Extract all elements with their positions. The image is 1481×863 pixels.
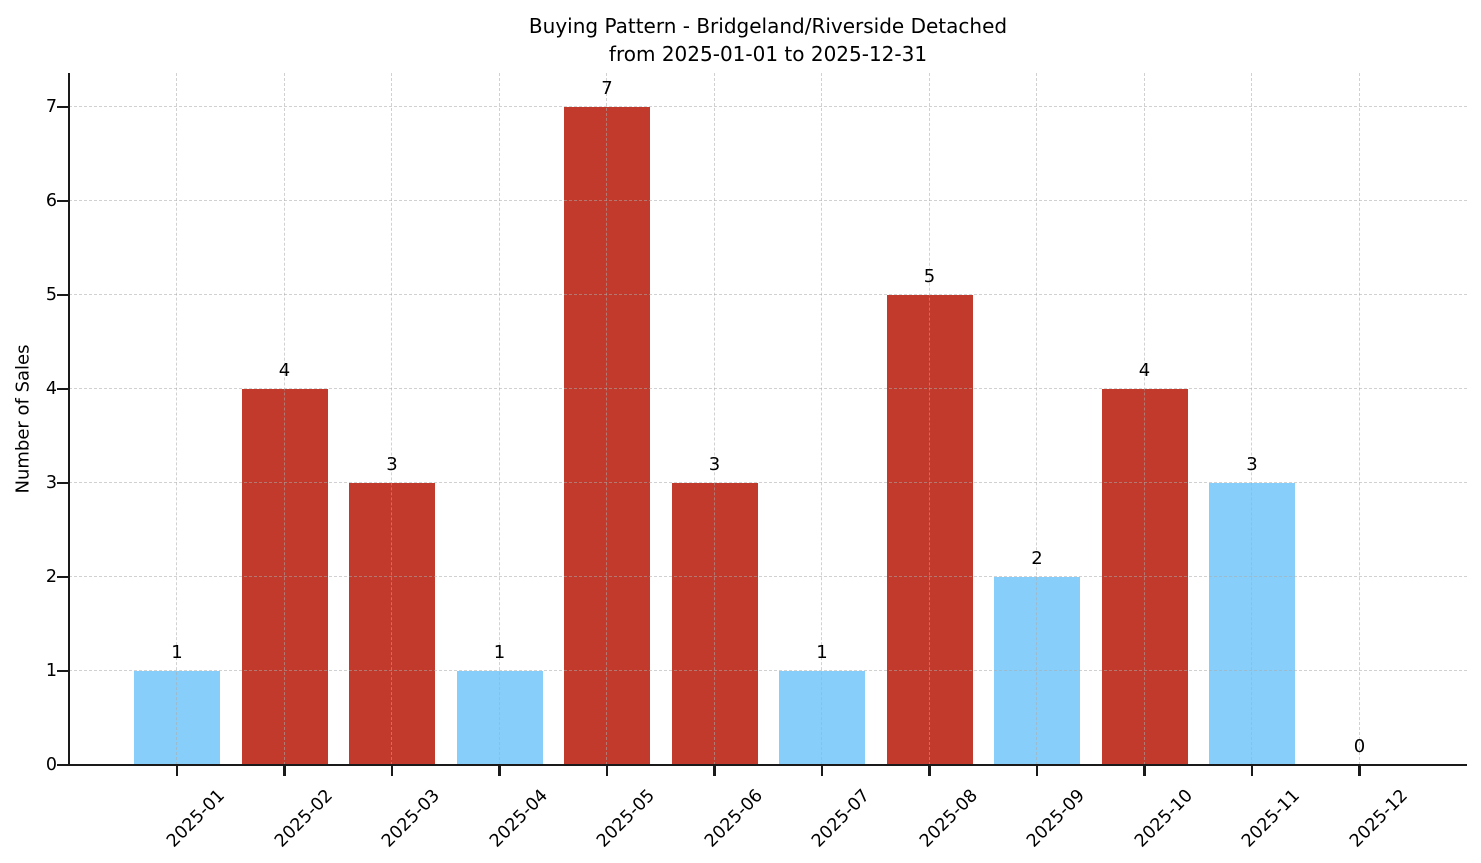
bar-2025-07: [779, 671, 865, 765]
bar-2025-09: [994, 577, 1080, 765]
bar-value-label-2025-06: 3: [708, 454, 721, 475]
x-tick-label-2025-07: 2025-07: [808, 785, 875, 852]
x-tick-2025-11: [1250, 765, 1254, 776]
v-gridline-2025-12: [1358, 73, 1360, 765]
bar-value-label-2025-08: 5: [923, 266, 936, 287]
y-tick-2: [57, 575, 68, 579]
x-tick-2025-05: [605, 765, 609, 776]
x-tick-2025-07: [820, 765, 824, 776]
bar-2025-10: [1101, 389, 1188, 765]
bar-2025-01: [134, 671, 220, 765]
h-gridline-5: [69, 294, 1467, 296]
chart-title-line2: from 2025-01-01 to 2025-12-31: [608, 42, 928, 66]
x-tick-label-2025-02: 2025-02: [270, 785, 337, 852]
x-tick-2025-06: [713, 765, 716, 776]
bar-value-label-2025-07: 1: [816, 642, 828, 663]
y-tick-4: [57, 387, 68, 391]
bar-2025-08: [886, 295, 973, 765]
bar-value-label-2025-01: 1: [171, 642, 183, 663]
bar-value-label-2025-11: 3: [1246, 454, 1258, 475]
h-gridline-7: [69, 106, 1467, 108]
bar-2025-04: [456, 671, 543, 765]
x-tick-label-2025-04: 2025-04: [485, 785, 552, 852]
y-tick-0: [57, 763, 68, 767]
y-tick-5: [57, 293, 68, 297]
bar-value-label-2025-09: 2: [1031, 548, 1043, 569]
y-tick-label-1: 1: [45, 661, 57, 681]
x-tick-2025-10: [1143, 765, 1146, 776]
x-tick-label-2025-06: 2025-06: [700, 785, 767, 852]
x-tick-label-2025-09: 2025-09: [1023, 785, 1090, 852]
bar-value-label-2025-10: 4: [1138, 360, 1151, 381]
x-tick-2025-12: [1358, 765, 1361, 776]
y-tick-label-5: 5: [45, 285, 57, 305]
y-tick-label-0: 0: [45, 755, 57, 775]
x-tick-2025-01: [175, 765, 179, 776]
x-tick-2025-02: [283, 765, 286, 776]
bar-value-label-2025-05: 7: [601, 78, 613, 99]
bar-2025-05: [564, 107, 650, 765]
bar-value-label-2025-03: 3: [386, 454, 398, 475]
x-tick-2025-04: [498, 765, 501, 776]
x-tick-label-2025-01: 2025-01: [163, 785, 230, 852]
y-tick-label-7: 7: [45, 97, 57, 117]
bar-value-label-2025-04: 1: [493, 642, 506, 663]
y-tick-label-3: 3: [45, 473, 57, 493]
x-tick-label-2025-05: 2025-05: [593, 785, 660, 852]
h-gridline-6: [69, 200, 1467, 202]
x-tick-2025-03: [390, 765, 394, 776]
x-tick-2025-08: [928, 765, 931, 776]
bar-value-label-2025-02: 4: [278, 360, 291, 381]
plot-area: 0 1 2 3 4 5 6 7 2025-01 2025-02 2025-03 2025-04 2025…: [46, 73, 1467, 852]
y-axis-label: Number of Sales: [12, 344, 34, 494]
chart-title: Buying Pattern - Bridgeland/Riverside De…: [69, 12, 1467, 68]
x-tick-2025-09: [1035, 765, 1039, 776]
y-tick-1: [57, 669, 68, 673]
x-axis-spine: [67, 763, 1467, 767]
bar-2025-03: [349, 483, 435, 765]
x-tick-label-2025-03: 2025-03: [378, 785, 445, 852]
y-tick-7: [57, 105, 68, 109]
bar-2025-11: [1209, 483, 1295, 765]
bar-2025-02: [241, 389, 328, 765]
x-tick-label-2025-11: 2025-11: [1238, 785, 1305, 852]
x-tick-label-2025-12: 2025-12: [1345, 785, 1412, 852]
y-tick-label-2: 2: [45, 567, 57, 587]
x-tick-label-2025-10: 2025-10: [1130, 785, 1197, 852]
y-tick-6: [57, 199, 68, 203]
y-tick-label-6: 6: [45, 191, 57, 211]
bar-2025-06: [671, 483, 758, 765]
x-tick-label-2025-08: 2025-08: [915, 785, 982, 852]
y-axis-spine: [67, 73, 71, 767]
chart-title-line1: Buying Pattern - Bridgeland/Riverside De…: [528, 14, 1008, 38]
bar-value-label-2025-12: 0: [1353, 736, 1366, 757]
y-tick-label-4: 4: [45, 379, 57, 399]
y-tick-3: [57, 481, 68, 485]
